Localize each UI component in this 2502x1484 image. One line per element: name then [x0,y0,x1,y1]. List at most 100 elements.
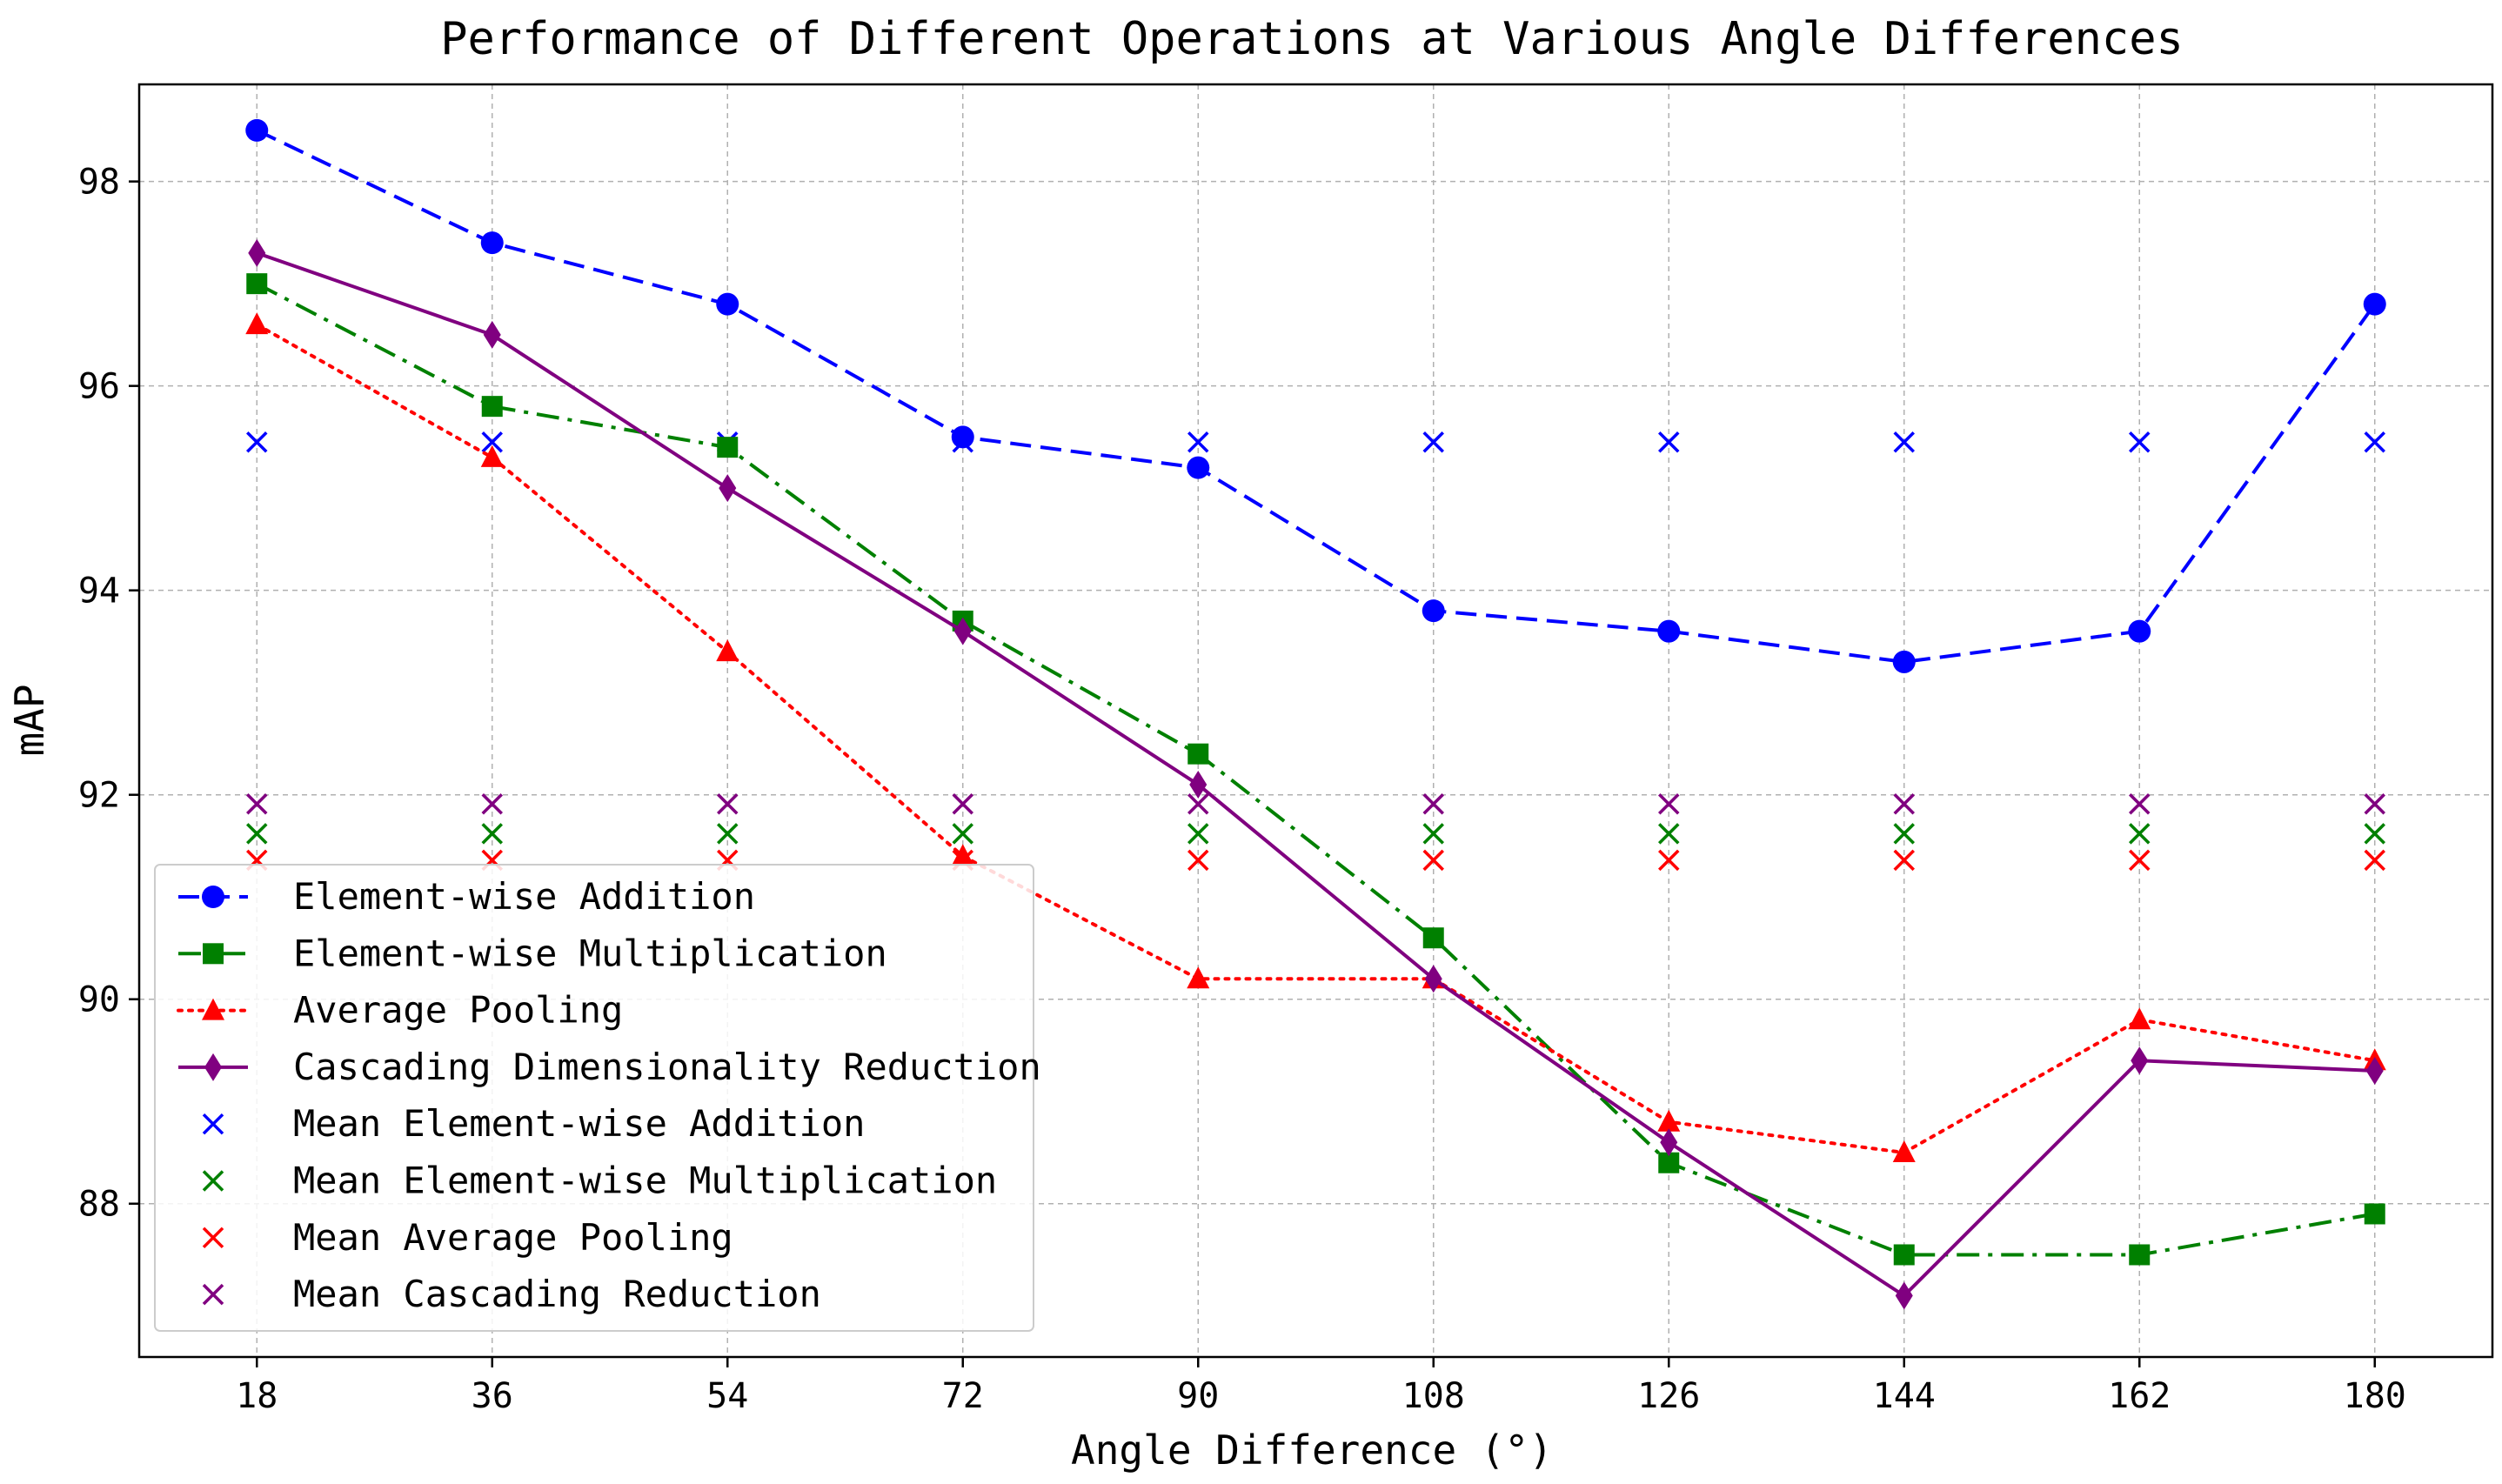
data-point [1893,793,1915,815]
legend-entry: Cascading Dimensionality Reduction [178,1046,1041,1088]
legend-marker [204,1053,222,1081]
legend-marker [202,1227,224,1249]
legend-entry: Mean Element-wise Addition [202,1102,865,1145]
data-point [1895,1281,1913,1310]
data-point [1658,431,1680,453]
data-point [717,793,739,815]
data-point [1187,456,1210,479]
data-point [1893,431,1915,453]
data-point [1892,1140,1916,1162]
legend-entry: Element-wise Multiplication [178,932,887,974]
data-point [951,425,974,449]
y-tick-label: 96 [78,367,120,407]
series-cascading-dimensionality-reduction [248,238,2384,1310]
data-point [1422,927,1444,949]
data-point [1187,793,1209,815]
data-point [2128,619,2151,643]
y-axis-label: mAP [6,684,53,756]
data-point [1187,849,1209,872]
data-point [2128,1007,2151,1030]
series-mean-element-wise-addition [246,431,2385,453]
data-point [717,437,739,458]
data-point [1422,849,1444,872]
data-point [1893,1244,1915,1266]
legend-label: Average Pooling [293,989,623,1032]
x-tick-label: 54 [706,1376,748,1416]
series-element-wise-addition [245,118,2386,673]
data-point [1657,619,1681,643]
data-point [2364,849,2385,872]
data-point [951,844,974,866]
data-point [1189,770,1208,799]
data-point [2365,1056,2384,1085]
y-tick-label: 90 [78,980,120,1020]
x-tick-label: 36 [472,1376,513,1416]
data-point [245,118,269,142]
data-point [716,639,739,662]
data-point [481,431,503,453]
data-point [2364,793,2385,815]
series-mean-cascading-reduction [246,793,2385,815]
data-point [2129,823,2151,845]
data-point [1658,823,1680,845]
data-point [246,273,268,295]
data-point [2129,793,2151,815]
chart-title: Performance of Different Operations at V… [440,13,2184,65]
data-point [2131,1046,2149,1075]
legend-marker [202,1113,224,1135]
data-point [480,445,504,467]
y-tick-label: 98 [78,163,120,203]
data-point [1187,966,1210,989]
data-point [719,474,737,503]
data-point [1893,849,1915,872]
x-tick-label: 180 [2344,1376,2406,1416]
series-layer [245,118,2386,1310]
data-point [717,823,739,845]
data-point [2364,1203,2385,1225]
series-line [256,251,2375,1298]
legend-entry: Mean Cascading Reduction [202,1273,821,1315]
data-point [246,823,268,845]
data-point [481,823,503,845]
legend-label: Element-wise Multiplication [293,932,887,974]
tick-layer: 18 36 54 72 90 108 126 144 162 180 88 90 92 94 96 98 [78,163,2406,1416]
legend-marker [203,943,224,965]
x-axis-label: Angle Difference (°) [1071,1427,1553,1474]
data-point [1187,431,1209,453]
series-line [256,282,2376,1257]
data-point [1657,1109,1681,1132]
data-point [1660,1128,1678,1157]
legend-label: Mean Element-wise Addition [293,1102,865,1145]
data-point [2364,823,2385,845]
x-tick-label: 144 [1873,1376,1936,1416]
data-point [1422,793,1444,815]
data-point [2364,431,2385,453]
data-point [480,231,504,255]
plot-frame [137,83,2494,1359]
data-point [2129,431,2151,453]
legend-label: Mean Cascading Reduction [293,1273,821,1315]
legend-marker [202,1283,224,1306]
data-point [481,793,503,815]
legend-entry: Element-wise Addition [178,875,755,918]
data-point [2363,292,2386,316]
data-point [1658,849,1680,872]
data-point [953,617,972,645]
data-point [1187,743,1209,765]
x-tick-label: 126 [1637,1376,1700,1416]
x-tick-label: 162 [2108,1376,2171,1416]
data-point [481,396,503,418]
x-tick-label: 18 [236,1376,278,1416]
legend-label: Mean Average Pooling [293,1216,733,1259]
data-point [1658,793,1680,815]
data-point [1187,823,1209,845]
data-point [483,320,501,349]
data-point [246,793,268,815]
data-point [952,793,973,815]
legend-marker [202,998,224,1020]
y-tick-label: 88 [78,1185,120,1225]
data-point [245,312,269,335]
data-point [1893,823,1915,845]
series-line [256,129,2377,664]
data-point [2129,1244,2151,1266]
